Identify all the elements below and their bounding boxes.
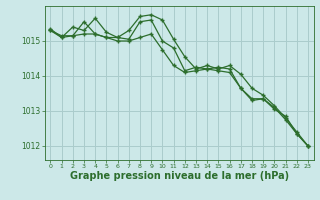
X-axis label: Graphe pression niveau de la mer (hPa): Graphe pression niveau de la mer (hPa) xyxy=(70,171,289,181)
